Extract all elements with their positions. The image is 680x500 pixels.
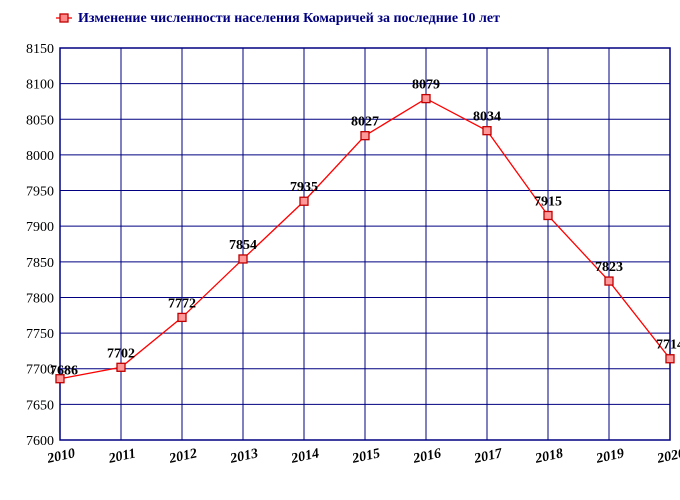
- x-tick-label: 2017: [472, 446, 504, 467]
- data-marker: [422, 95, 430, 103]
- y-tick-label: 7650: [26, 398, 54, 413]
- x-tick-label: 2010: [45, 446, 76, 467]
- y-tick-label: 8100: [26, 78, 54, 93]
- grid: [60, 48, 670, 440]
- data-marker: [178, 313, 186, 321]
- data-marker: [605, 277, 613, 285]
- x-tick-label: 2013: [228, 446, 259, 467]
- y-tick-label: 7600: [26, 434, 54, 449]
- data-marker: [300, 197, 308, 205]
- value-label: 8027: [351, 115, 379, 130]
- legend-marker-icon: [60, 14, 68, 22]
- value-label: 7702: [107, 346, 135, 361]
- value-label: 8079: [412, 78, 440, 93]
- y-tick-label: 7950: [26, 185, 54, 200]
- value-label: 7714: [656, 338, 680, 353]
- data-marker: [239, 255, 247, 263]
- y-tick-label: 8050: [26, 113, 54, 128]
- data-marker: [483, 127, 491, 135]
- data-marker: [666, 355, 674, 363]
- x-tick-label: 2012: [167, 446, 198, 467]
- data-marker: [544, 211, 552, 219]
- y-tick-label: 7800: [26, 291, 54, 306]
- x-tick-label: 2016: [411, 446, 442, 467]
- population-line-chart: Изменение численности населения Комариче…: [0, 0, 680, 500]
- y-tick-label: 7900: [26, 220, 54, 235]
- value-label: 8034: [473, 110, 501, 125]
- x-tick-label: 2019: [594, 446, 625, 467]
- value-label: 7935: [290, 180, 318, 195]
- y-tick-label: 8000: [26, 149, 54, 164]
- value-label: 7823: [595, 260, 623, 275]
- data-marker: [361, 132, 369, 140]
- legend: Изменение численности населения Комариче…: [56, 11, 500, 26]
- x-tick-label: 2014: [289, 446, 320, 467]
- x-tick-label: 2018: [533, 446, 564, 467]
- y-tick-label: 7850: [26, 256, 54, 271]
- data-marker: [117, 363, 125, 371]
- value-label: 7854: [229, 238, 257, 253]
- x-tick-label: 2011: [106, 446, 137, 467]
- legend-label: Изменение численности населения Комариче…: [78, 11, 500, 26]
- chart-svg: Изменение численности населения Комариче…: [0, 0, 680, 500]
- value-label: 7686: [50, 364, 78, 379]
- x-tick-label: 2015: [350, 446, 381, 467]
- y-tick-label: 7750: [26, 327, 54, 342]
- y-tick-label: 8150: [26, 42, 54, 57]
- value-label: 7915: [534, 194, 562, 209]
- x-tick-label: 2020: [655, 446, 680, 467]
- value-label: 7772: [168, 296, 196, 311]
